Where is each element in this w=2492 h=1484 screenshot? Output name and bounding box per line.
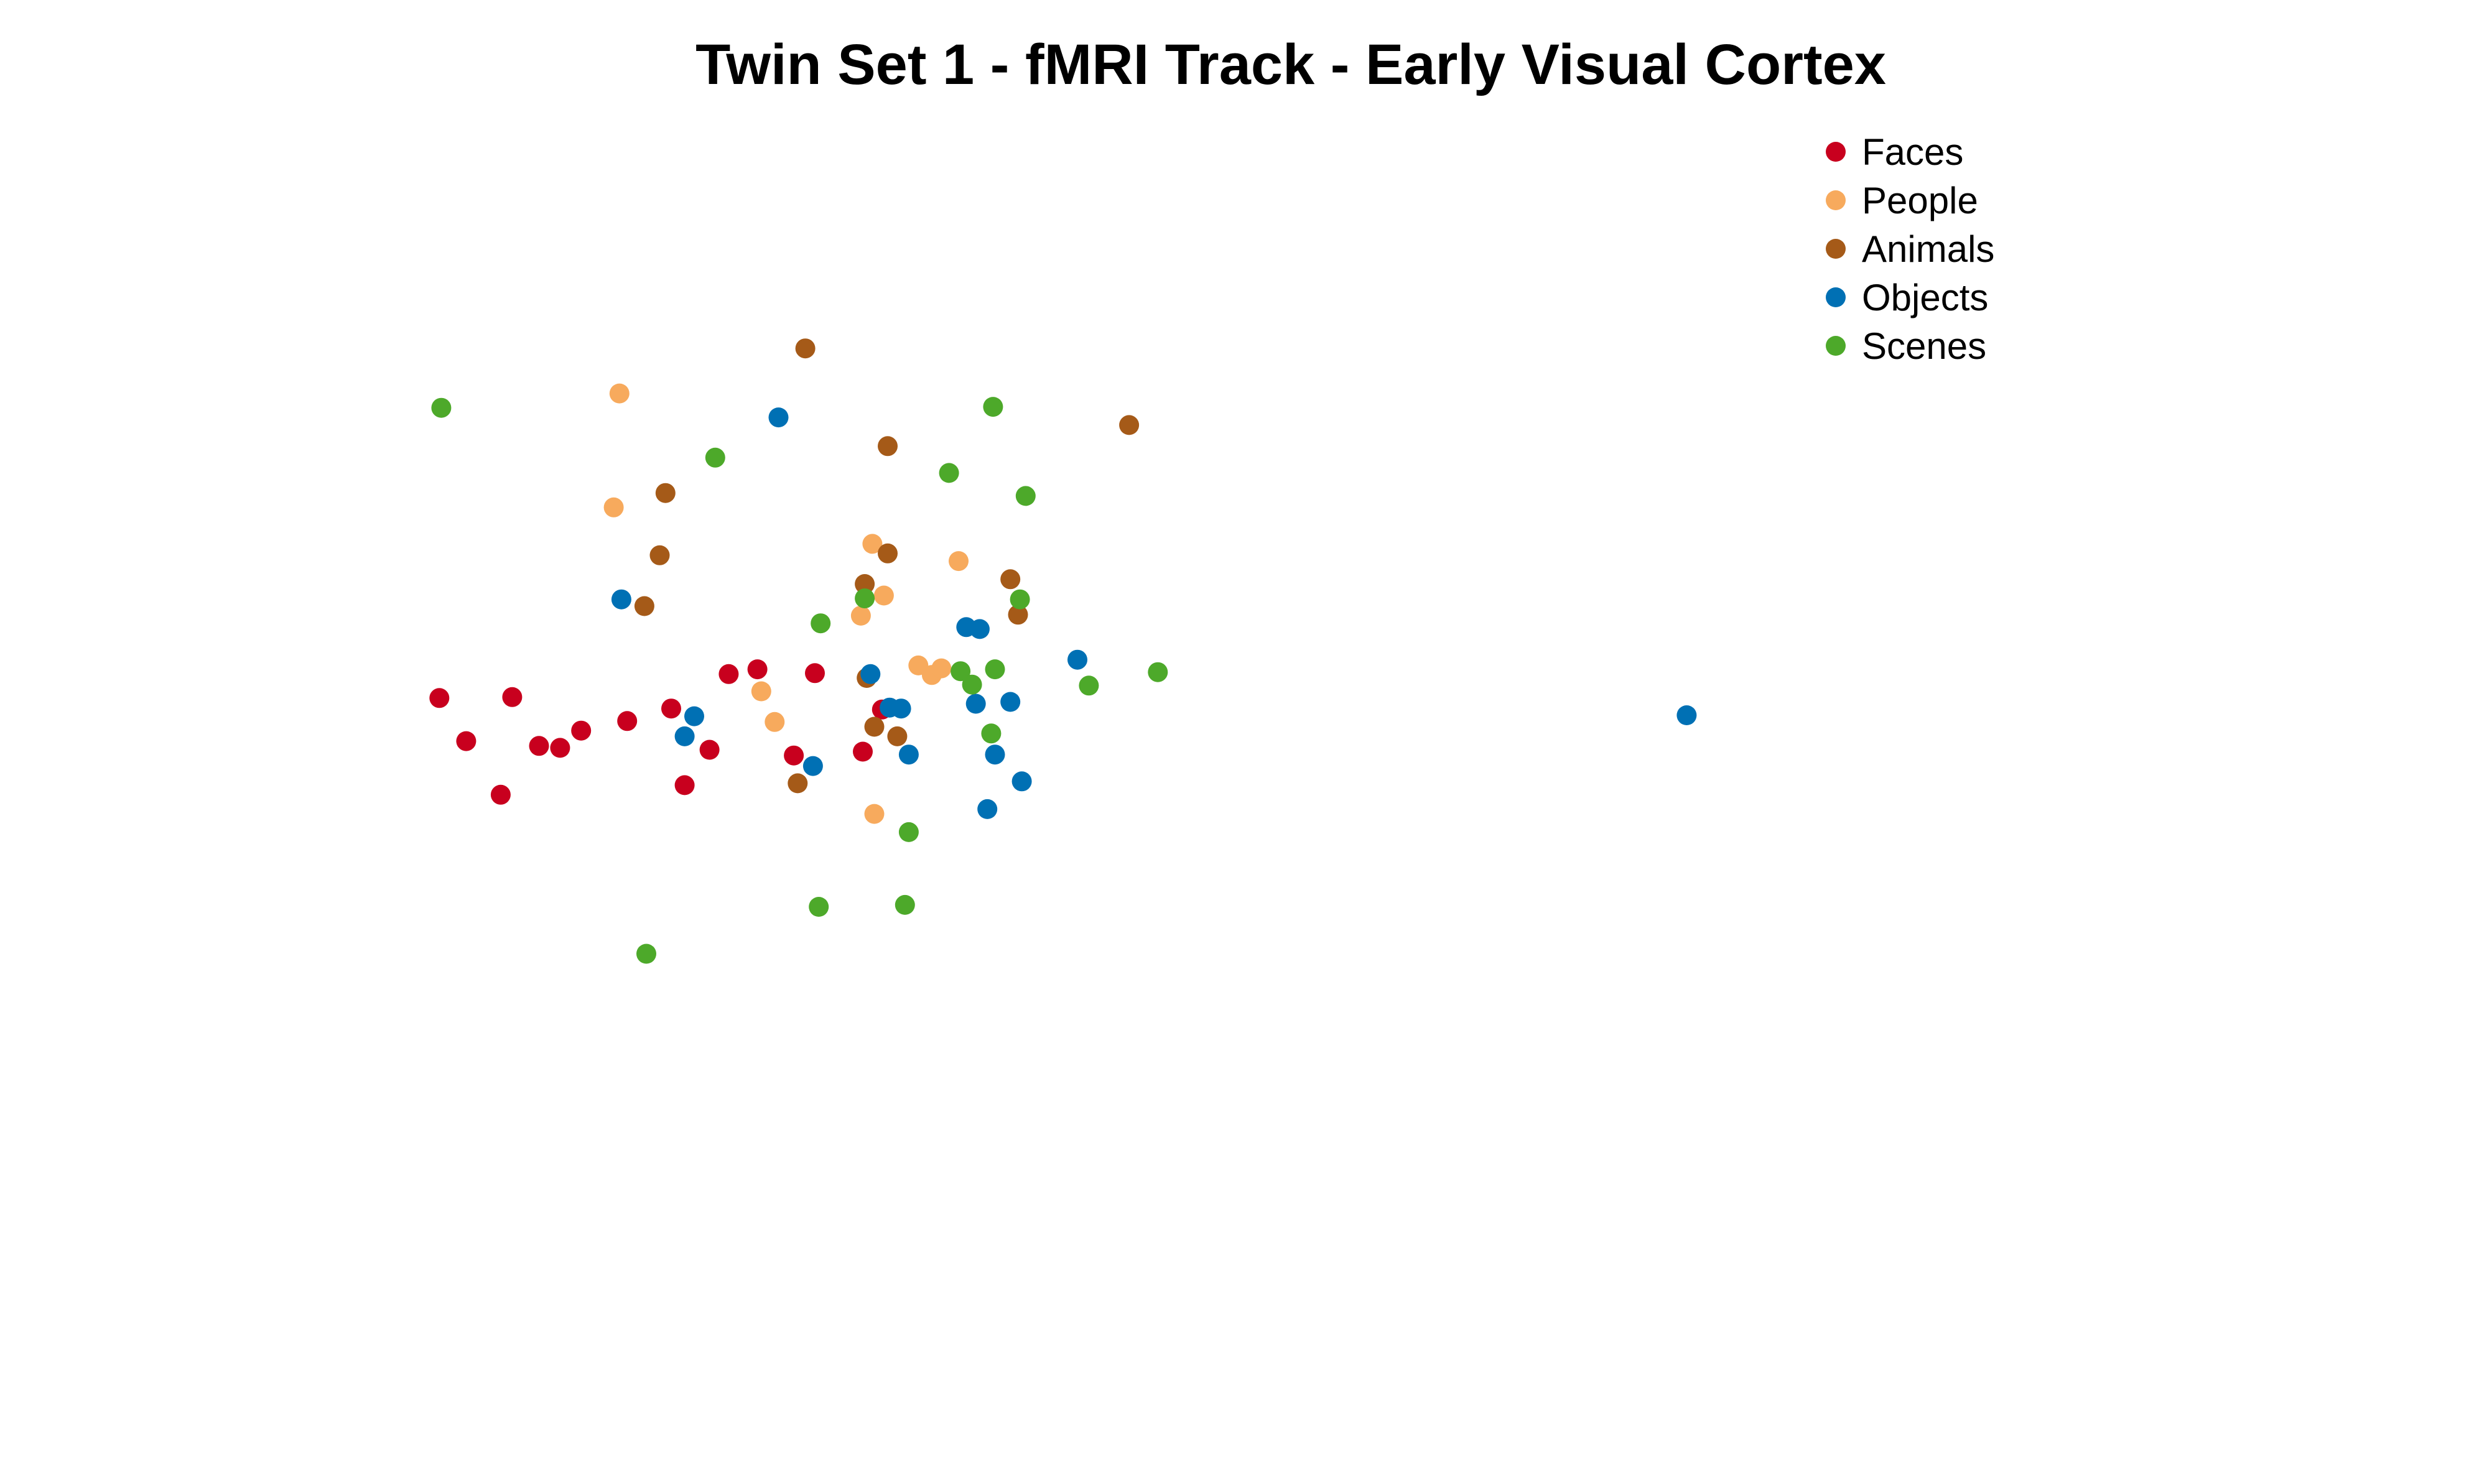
point-objects-1 xyxy=(768,407,789,428)
point-animals-4 xyxy=(655,483,676,503)
point-scenes-10 xyxy=(962,674,982,695)
point-scenes-11 xyxy=(985,659,1005,680)
legend-item-animals: Animals xyxy=(1826,225,1994,273)
point-scenes-13 xyxy=(1148,662,1168,682)
legend-label-animals: Animals xyxy=(1862,228,1995,270)
legend-label-scenes: Scenes xyxy=(1862,325,1987,367)
point-faces-2 xyxy=(502,687,523,707)
point-scenes-3 xyxy=(983,397,1003,417)
point-faces-8 xyxy=(661,698,681,719)
point-objects-16 xyxy=(1011,771,1032,792)
point-objects-2 xyxy=(611,589,631,610)
point-animals-2 xyxy=(878,436,898,457)
point-faces-15 xyxy=(784,745,804,766)
point-scenes-16 xyxy=(809,897,829,917)
legend-item-faces: Faces xyxy=(1826,128,1994,176)
point-people-7 xyxy=(751,681,771,702)
point-animals-12 xyxy=(864,716,885,737)
point-scenes-1 xyxy=(431,397,452,418)
point-animals-13 xyxy=(887,726,908,746)
legend-marker-people xyxy=(1826,190,1846,210)
point-objects-5 xyxy=(1067,649,1087,670)
legend-label-people: People xyxy=(1862,179,1978,221)
point-faces-5 xyxy=(571,720,592,741)
point-faces-7 xyxy=(617,711,638,731)
legend-item-scenes: Scenes xyxy=(1826,322,1994,370)
point-faces-3 xyxy=(456,731,477,751)
point-scenes-12 xyxy=(1079,675,1099,696)
point-objects-17 xyxy=(977,799,998,819)
point-faces-14 xyxy=(699,740,720,760)
point-people-2 xyxy=(603,497,624,517)
point-animals-7 xyxy=(855,574,875,594)
point-objects-11 xyxy=(684,706,704,726)
point-animals-8 xyxy=(1000,569,1021,590)
point-objects-14 xyxy=(985,744,1005,765)
point-animals-3 xyxy=(1119,415,1140,435)
point-objects-18 xyxy=(1676,705,1697,725)
point-faces-12 xyxy=(747,659,768,680)
legend-marker-faces xyxy=(1826,142,1846,162)
point-animals-1 xyxy=(795,338,816,359)
point-objects-12 xyxy=(674,726,695,746)
point-scenes-9 xyxy=(951,661,971,682)
legend-label-objects: Objects xyxy=(1862,276,1989,318)
point-objects-6 xyxy=(860,664,881,684)
point-animals-6 xyxy=(878,543,898,563)
point-scenes-15 xyxy=(898,822,919,842)
point-scenes-17 xyxy=(895,894,915,915)
point-faces-9 xyxy=(490,784,511,805)
legend-label-faces: Faces xyxy=(1862,131,1964,173)
point-people-4 xyxy=(850,605,871,626)
point-people-12 xyxy=(864,804,885,824)
point-faces-1 xyxy=(429,688,450,708)
point-scenes-2 xyxy=(705,447,725,468)
point-animals-10 xyxy=(1008,605,1028,625)
point-faces-11 xyxy=(718,664,739,684)
legend-marker-scenes xyxy=(1826,336,1846,356)
point-faces-13 xyxy=(805,663,825,684)
data-points xyxy=(429,338,1697,964)
point-people-11 xyxy=(931,658,952,679)
point-scenes-4 xyxy=(939,463,959,483)
point-scenes-6 xyxy=(855,588,875,609)
point-objects-10 xyxy=(1000,692,1021,712)
point-people-8 xyxy=(765,712,785,732)
legend-item-objects: Objects xyxy=(1826,273,1994,322)
point-faces-17 xyxy=(853,741,873,762)
point-people-3 xyxy=(862,534,883,554)
point-faces-6 xyxy=(550,738,570,758)
point-faces-10 xyxy=(674,775,695,795)
point-scenes-8 xyxy=(811,613,831,634)
point-objects-4 xyxy=(969,619,990,639)
point-scenes-14 xyxy=(981,723,1002,744)
point-objects-9 xyxy=(965,693,986,714)
legend-item-people: People xyxy=(1826,176,1994,225)
point-objects-13 xyxy=(898,744,919,765)
point-animals-14 xyxy=(788,773,808,794)
point-animals-9 xyxy=(634,596,654,616)
point-people-6 xyxy=(949,551,969,572)
point-faces-4 xyxy=(529,736,549,756)
point-objects-15 xyxy=(802,756,823,776)
point-scenes-7 xyxy=(1010,589,1030,610)
point-scenes-18 xyxy=(636,944,656,964)
point-people-1 xyxy=(609,383,630,404)
point-objects-8 xyxy=(891,698,911,719)
chart-title: Twin Set 1 - fMRI Track - Early Visual C… xyxy=(695,33,1886,96)
point-scenes-5 xyxy=(1015,486,1036,506)
legend-marker-animals xyxy=(1826,239,1846,259)
point-people-5 xyxy=(873,585,894,606)
legend-marker-objects xyxy=(1826,287,1846,307)
point-animals-5 xyxy=(649,545,670,565)
legend: Faces People Animals Objects Scenes xyxy=(1826,128,1994,370)
